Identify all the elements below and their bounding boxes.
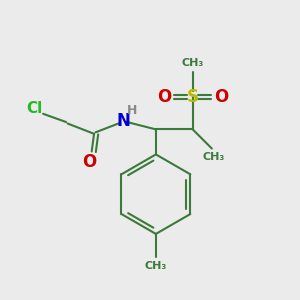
Text: CH₃: CH₃ (145, 261, 167, 271)
Text: N: N (117, 112, 130, 130)
Text: O: O (157, 88, 171, 106)
Text: H: H (127, 104, 137, 117)
Text: CH₃: CH₃ (202, 152, 224, 162)
Text: CH₃: CH₃ (182, 58, 204, 68)
Text: Cl: Cl (26, 101, 42, 116)
Text: O: O (82, 153, 97, 171)
Text: S: S (187, 88, 199, 106)
Text: O: O (214, 88, 228, 106)
